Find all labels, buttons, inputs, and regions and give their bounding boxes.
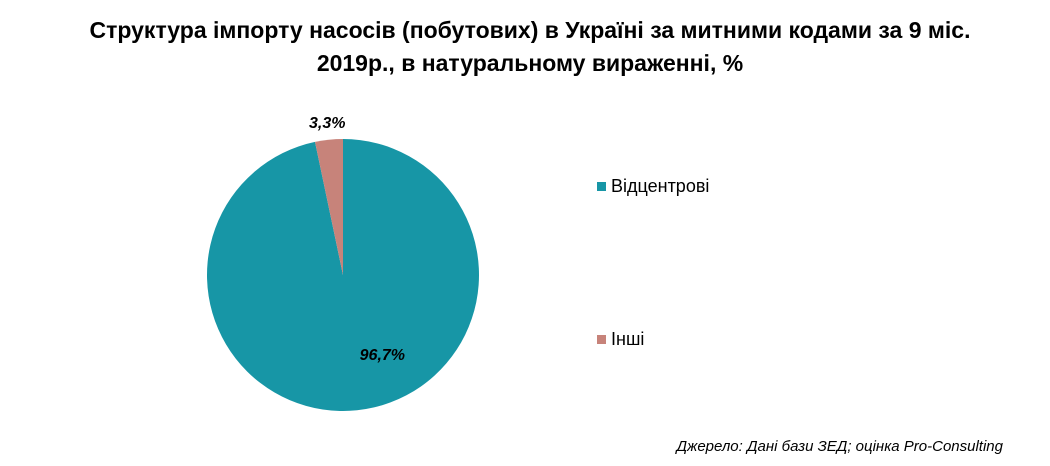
data-label: 3,3%	[309, 115, 345, 132]
pie-slice	[315, 139, 343, 275]
source-note: Джерело: Дані бази ЗЕД; оцінка Pro-Consu…	[674, 438, 1003, 455]
legend-label: Відцентрові	[611, 176, 709, 196]
chart-title: Структура імпорту насосів (побутових) в …	[89, 17, 971, 76]
data-label: 96,7%	[360, 347, 405, 364]
pie-slice	[206, 139, 479, 411]
legend-label: Інші	[611, 329, 644, 349]
legend-swatch	[597, 182, 606, 191]
legend-swatch	[597, 335, 606, 344]
